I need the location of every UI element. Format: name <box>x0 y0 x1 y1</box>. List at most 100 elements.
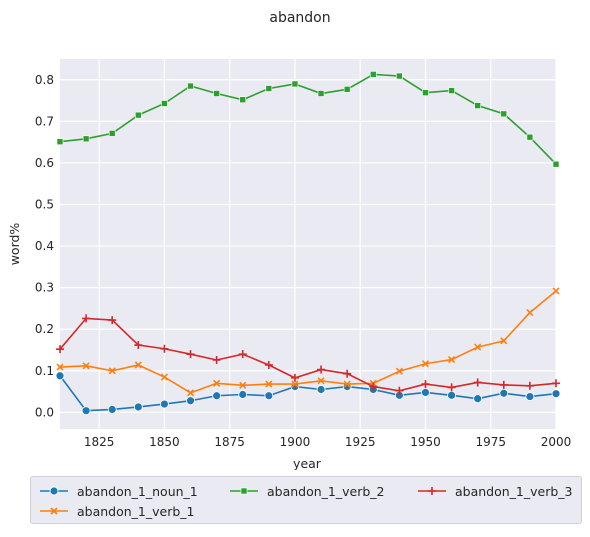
data-point <box>213 90 220 97</box>
y-tick-labels: 0.0 0.1 0.2 0.3 0.4 0.5 0.6 0.7 0.8 <box>35 73 54 420</box>
legend-swatch-verb-3 <box>418 487 446 495</box>
series-line <box>59 73 557 165</box>
data-point <box>343 380 351 388</box>
series-layer <box>55 71 561 416</box>
x-tick-label: 2000 <box>541 435 572 449</box>
legend-marker <box>240 487 248 495</box>
y-tick-label: 0.8 <box>35 73 54 87</box>
x-tick-labels: 1825 1850 1875 1900 1925 1950 1975 2000 <box>84 435 571 449</box>
data-point <box>82 135 90 143</box>
series-line <box>59 290 557 394</box>
legend-item-verb-3: abandon_1_verb_3 <box>417 481 573 501</box>
legend-swatch-noun-1 <box>40 486 68 496</box>
x-tick-label: 1925 <box>345 435 376 449</box>
data-point <box>447 390 456 400</box>
data-point <box>552 287 560 295</box>
data-point <box>395 367 403 375</box>
data-point <box>264 360 273 369</box>
data-point <box>552 379 560 388</box>
data-point <box>474 343 482 351</box>
data-point <box>447 383 456 392</box>
data-point <box>421 380 430 389</box>
data-point <box>526 309 534 317</box>
data-point <box>160 399 169 409</box>
data-point <box>395 386 404 395</box>
y-tick-label: 0.6 <box>35 156 54 170</box>
data-point <box>264 391 274 401</box>
data-point <box>82 314 91 323</box>
data-point <box>135 111 142 119</box>
data-point <box>316 385 326 394</box>
data-point <box>290 373 299 382</box>
data-point <box>134 361 142 369</box>
x-tick-label: 1950 <box>410 435 441 449</box>
y-tick-label: 0.4 <box>35 239 54 253</box>
series-line <box>59 317 557 392</box>
data-point <box>56 363 64 371</box>
x-axis-label: year <box>293 456 322 470</box>
data-point <box>265 380 273 388</box>
legend-label-noun-1: abandon_1_noun_1 <box>77 483 198 499</box>
data-point <box>317 90 325 97</box>
legend-label-verb-1: abandon_1_verb_1 <box>77 503 195 519</box>
data-point <box>317 377 325 385</box>
data-point <box>239 381 247 389</box>
data-point <box>473 378 482 387</box>
y-tick-label: 0.7 <box>35 114 54 128</box>
legend-marker <box>428 487 436 495</box>
x-tick-label: 1975 <box>475 435 506 449</box>
series-abandon_1_verb_2 <box>56 71 560 168</box>
data-point <box>499 380 508 389</box>
legend-swatch-verb-1 <box>40 507 68 515</box>
y-tick-label: 0.0 <box>35 405 54 419</box>
legend-item-noun-1: abandon_1_noun_1 <box>39 481 198 501</box>
data-point <box>134 341 143 350</box>
data-point <box>81 406 91 416</box>
legend: abandon_1_noun_1 abandon_1_verb_1 abando… <box>30 476 582 524</box>
data-point <box>499 388 509 398</box>
data-point <box>212 391 222 401</box>
data-point <box>291 380 299 388</box>
data-point <box>525 381 534 390</box>
data-point <box>82 362 90 370</box>
data-point <box>108 367 116 375</box>
series-abandon_1_verb_3 <box>56 314 560 395</box>
series-abandon_1_noun_1 <box>55 371 561 416</box>
data-point <box>55 371 65 381</box>
data-point <box>239 96 247 104</box>
x-tick-label: 1850 <box>149 435 180 449</box>
grid-lines <box>60 59 557 429</box>
y-tick-label: 0.5 <box>35 198 54 212</box>
legend-item-verb-2: abandon_1_verb_2 <box>229 481 385 501</box>
data-point <box>186 389 195 397</box>
y-axis-label: word% <box>7 223 22 266</box>
line-chart: abandon 1825 1850 1875 1900 1925 1950 1975 2000… <box>7 10 571 470</box>
data-point <box>160 344 169 353</box>
data-point <box>551 389 561 399</box>
data-point <box>343 369 352 378</box>
data-point <box>396 72 403 80</box>
chart-title: abandon <box>269 10 330 26</box>
data-point <box>160 373 168 381</box>
data-point <box>161 100 168 107</box>
data-point <box>56 345 64 354</box>
data-point <box>317 365 326 374</box>
data-point <box>343 86 351 93</box>
data-point <box>421 360 430 368</box>
data-point <box>107 405 117 414</box>
legend-item-verb-1: abandon_1_verb_1 <box>39 501 195 521</box>
x-tick-label: 1875 <box>214 435 245 449</box>
legend-label-verb-3: abandon_1_verb_3 <box>455 483 573 499</box>
data-point <box>369 71 377 78</box>
data-point <box>238 350 247 359</box>
data-point <box>422 89 429 96</box>
x-tick-label: 1900 <box>280 435 311 449</box>
y-tick-label: 0.1 <box>35 364 54 378</box>
y-tick-label: 0.3 <box>35 281 54 295</box>
series-abandon_1_verb_1 <box>56 287 560 397</box>
legend-marker <box>50 507 58 515</box>
data-point <box>187 82 194 90</box>
data-point <box>526 133 534 141</box>
data-point <box>186 396 195 406</box>
data-point <box>212 355 221 364</box>
